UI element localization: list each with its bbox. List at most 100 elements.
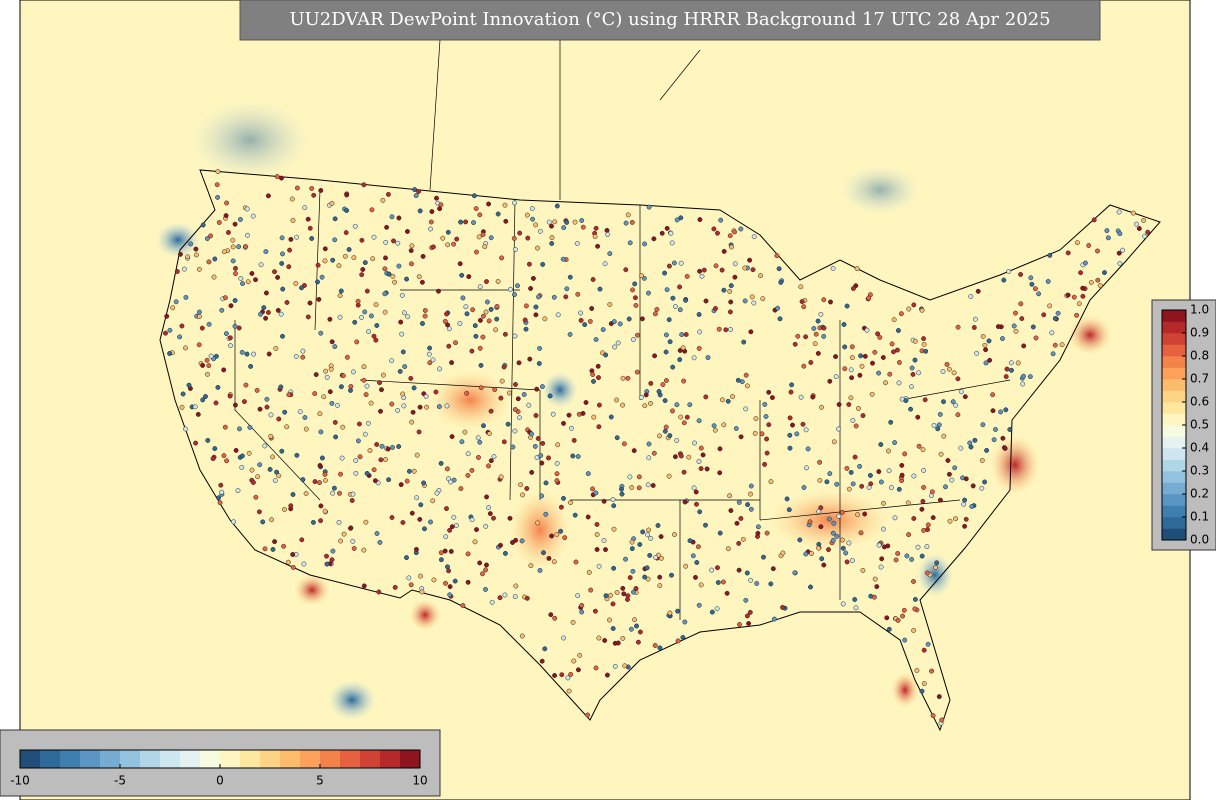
colorbars: -10 -5 0 5 10 0.0 0.1 0.2 0.3 0.4 0.5 0.6 0.7 0.8 0.9 1… bbox=[10, 303, 1209, 788]
station-dot bbox=[317, 411, 323, 417]
station-dot bbox=[674, 402, 680, 408]
station-dot bbox=[951, 370, 957, 376]
station-dot bbox=[302, 205, 308, 211]
station-dot bbox=[284, 300, 290, 305]
station-dot bbox=[698, 445, 704, 451]
station-dot bbox=[537, 567, 543, 573]
station-dot bbox=[593, 665, 599, 671]
station-dot bbox=[703, 394, 709, 400]
station-dot bbox=[962, 523, 968, 529]
station-dot bbox=[303, 491, 309, 496]
station-dot bbox=[222, 424, 228, 430]
station-dot bbox=[694, 501, 699, 507]
station-dot bbox=[529, 469, 535, 475]
station-dot bbox=[383, 457, 388, 462]
station-dot bbox=[472, 323, 478, 329]
station-dot bbox=[778, 279, 784, 285]
station-dot bbox=[445, 322, 451, 328]
station-dot bbox=[371, 333, 377, 339]
station-dot bbox=[537, 228, 543, 234]
station-dot bbox=[855, 512, 861, 518]
station-dot bbox=[360, 267, 366, 272]
station-dot bbox=[627, 240, 633, 246]
station-dot bbox=[512, 200, 517, 206]
colorbar-tick-label: 0.2 bbox=[1190, 487, 1209, 501]
station-dot bbox=[324, 374, 330, 380]
station-dot bbox=[662, 428, 668, 434]
station-dot bbox=[1009, 367, 1014, 373]
station-dot bbox=[818, 505, 824, 511]
station-dot bbox=[517, 230, 523, 236]
station-dot bbox=[1021, 343, 1027, 349]
station-dot bbox=[854, 266, 860, 272]
station-dot bbox=[471, 193, 477, 199]
colorbar-segment bbox=[1162, 367, 1186, 380]
colorbar-segment bbox=[1162, 528, 1186, 541]
station-dot bbox=[307, 300, 313, 306]
station-dot bbox=[730, 394, 735, 400]
colorbar-tick-label: 0.6 bbox=[1190, 395, 1209, 409]
station-dot bbox=[1015, 360, 1021, 366]
station-dot bbox=[293, 281, 299, 286]
station-dot bbox=[552, 673, 558, 678]
station-dot bbox=[513, 537, 519, 543]
station-dot bbox=[362, 260, 368, 266]
station-dot bbox=[427, 345, 433, 351]
station-dot bbox=[502, 202, 508, 208]
station-dot bbox=[327, 316, 333, 322]
station-dot bbox=[332, 419, 338, 425]
station-dot bbox=[494, 316, 500, 322]
station-dot bbox=[593, 490, 599, 496]
station-dot bbox=[217, 500, 223, 506]
station-dot bbox=[351, 255, 357, 261]
station-dot bbox=[373, 337, 379, 343]
station-dot bbox=[631, 448, 637, 454]
station-dot bbox=[297, 409, 303, 415]
station-dot bbox=[183, 294, 189, 300]
station-dot bbox=[549, 223, 554, 229]
colorbar-segment bbox=[1162, 402, 1186, 414]
station-dot bbox=[629, 219, 635, 225]
station-dot bbox=[1088, 280, 1094, 285]
colorbar-segment bbox=[60, 750, 81, 768]
station-dot bbox=[491, 515, 496, 521]
station-dot bbox=[684, 273, 690, 279]
station-dot bbox=[536, 361, 542, 366]
station-dot bbox=[610, 601, 616, 607]
station-dot bbox=[776, 266, 782, 272]
station-dot bbox=[522, 317, 528, 323]
station-dot bbox=[551, 294, 557, 300]
station-dot bbox=[1133, 221, 1139, 227]
station-dot bbox=[632, 295, 638, 301]
station-dot bbox=[849, 557, 855, 563]
station-dot bbox=[332, 344, 338, 350]
colorbar-segment bbox=[20, 750, 41, 768]
station-dot bbox=[925, 522, 931, 528]
station-dot bbox=[642, 574, 648, 580]
station-dot bbox=[406, 468, 412, 474]
station-dot bbox=[1076, 301, 1082, 307]
station-dot bbox=[389, 358, 395, 364]
station-dot bbox=[670, 295, 676, 301]
station-dot bbox=[812, 341, 818, 347]
station-dot bbox=[1078, 270, 1084, 276]
station-dot bbox=[815, 350, 821, 356]
station-dot bbox=[580, 224, 586, 230]
station-dot bbox=[901, 607, 907, 613]
station-dot bbox=[626, 316, 632, 322]
station-dot bbox=[465, 551, 471, 557]
station-dot bbox=[792, 341, 798, 347]
station-dot bbox=[405, 314, 411, 320]
station-dot bbox=[639, 316, 645, 322]
station-dot bbox=[513, 382, 518, 387]
station-dot bbox=[858, 353, 864, 359]
station-dot bbox=[886, 448, 891, 454]
station-dot bbox=[221, 249, 227, 255]
station-dot bbox=[611, 503, 617, 509]
station-dot bbox=[338, 471, 343, 477]
station-dot bbox=[876, 370, 882, 376]
station-dot bbox=[634, 369, 640, 375]
station-dot bbox=[827, 471, 833, 477]
station-dot bbox=[632, 617, 637, 623]
station-dot bbox=[891, 349, 896, 355]
